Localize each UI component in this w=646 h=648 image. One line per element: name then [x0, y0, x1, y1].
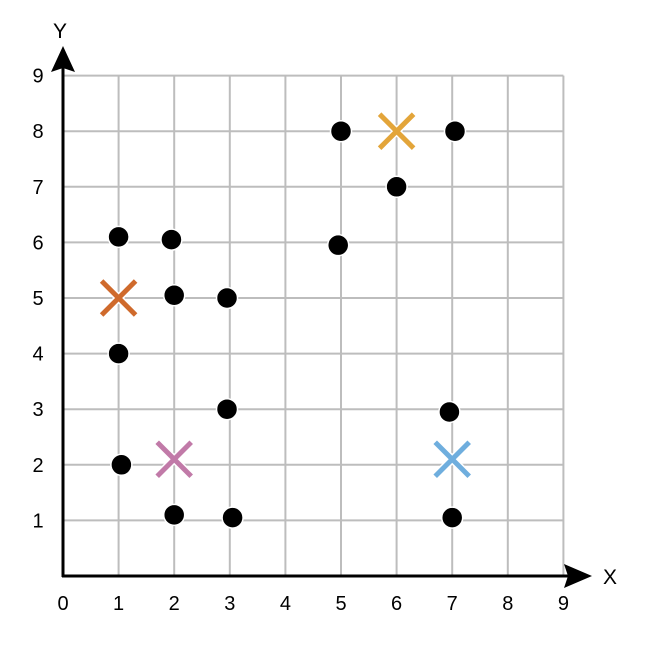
y-tick-label: 6: [32, 232, 43, 254]
data-point: [438, 400, 461, 424]
centroid-markers: [98, 111, 473, 480]
x-tick-label: 4: [280, 593, 291, 615]
data-point: [329, 119, 353, 143]
y-tick-label: 7: [32, 177, 43, 199]
axes: X Y: [51, 20, 617, 589]
data-point: [162, 283, 186, 307]
x-tick-label: 7: [447, 593, 458, 615]
data-point: [443, 119, 467, 143]
x-tick-label: 2: [169, 593, 180, 615]
y-tick-label: 4: [32, 344, 43, 366]
x-tick-labels: 0 1 2 3 4 5 6 7 8 9: [57, 593, 569, 615]
data-point: [107, 342, 130, 365]
x-axis-arrow: [564, 564, 592, 588]
y-tick-label: 1: [32, 510, 43, 532]
y-tick-label: 2: [32, 455, 43, 477]
data-point: [440, 506, 464, 529]
x-axis-label: X: [603, 566, 617, 589]
centroid-marker: [154, 439, 195, 480]
data-point: [385, 175, 408, 199]
y-tick-label: 8: [32, 121, 43, 143]
centroid-stroke: [99, 279, 138, 317]
x-tick-label: 5: [335, 593, 346, 615]
x-tick-label: 1: [113, 593, 124, 615]
data-point: [215, 397, 239, 421]
data-point: [221, 506, 244, 529]
data-point: [162, 503, 186, 527]
centroid-stroke: [377, 112, 416, 150]
x-tick-label: 6: [391, 593, 402, 615]
y-axis-arrow: [51, 46, 75, 72]
data-points: [107, 119, 467, 529]
data-point: [110, 453, 133, 477]
x-tick-label: 8: [502, 593, 513, 615]
centroid-marker: [432, 439, 473, 480]
centroid-stroke: [155, 440, 193, 479]
y-tick-label: 5: [32, 288, 43, 310]
y-axis-label: Y: [53, 20, 67, 43]
data-point: [326, 233, 350, 257]
centroid-stroke: [433, 440, 471, 479]
centroid-marker: [376, 111, 417, 152]
x-tick-label: 0: [57, 593, 68, 615]
y-tick-label: 9: [32, 66, 43, 88]
centroid-marker: [98, 278, 139, 318]
data-point: [160, 228, 183, 251]
x-tick-label: 9: [558, 593, 569, 615]
data-point: [107, 225, 130, 249]
grid: [63, 74, 565, 576]
x-tick-label: 3: [224, 593, 235, 615]
y-tick-labels: 1 2 3 4 5 6 7 8 9: [32, 66, 43, 533]
data-point: [215, 286, 239, 310]
y-tick-label: 3: [32, 399, 43, 421]
